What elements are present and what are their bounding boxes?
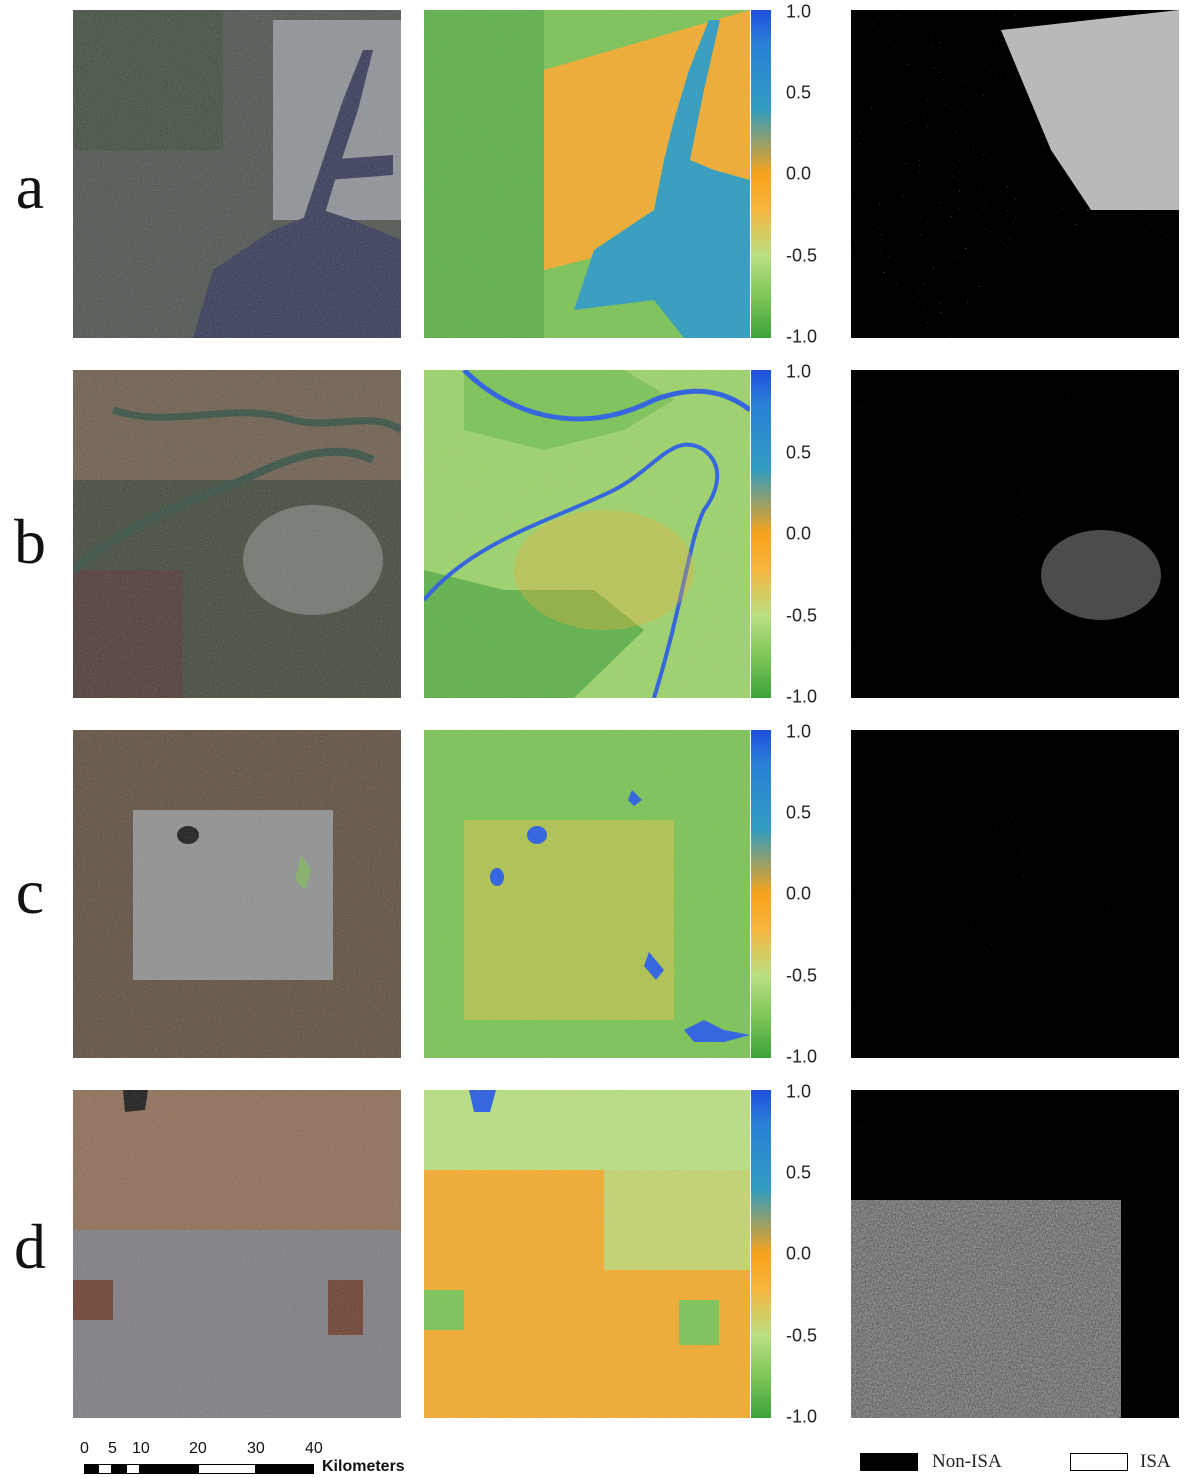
scale-bar-segment	[198, 1464, 256, 1474]
row-label-d: d	[14, 1211, 46, 1282]
legend-label-non-isa: Non-ISA	[932, 1451, 1002, 1472]
scale-tick: 5	[108, 1440, 117, 1457]
scale-bar-segment	[112, 1464, 126, 1474]
colorbar-tick: -0.5	[786, 965, 818, 986]
scale-tick: 0	[80, 1440, 89, 1457]
colorbar-tick: -0.5	[786, 1325, 818, 1346]
scale-tick: 10	[132, 1440, 150, 1457]
index-map-c	[424, 730, 750, 1058]
legend-swatch-non-isa	[860, 1453, 918, 1471]
scale-unit-label: Kilometers	[322, 1458, 405, 1475]
index-map-a	[424, 10, 750, 338]
colorbar-tick: -1.0	[786, 686, 818, 707]
scale-bar-segment	[256, 1464, 314, 1474]
colorbar-tick: -1.0	[786, 1046, 818, 1067]
colorbar-c	[751, 730, 771, 1058]
row-label-c: c	[15, 856, 45, 927]
colorbar-tick: 0.5	[786, 442, 812, 463]
colorbar-tick: 0.5	[786, 82, 812, 103]
colorbar-b	[751, 370, 771, 698]
colorbar-tick: 1.0	[786, 721, 812, 742]
colorbar-d	[751, 1090, 771, 1418]
colorbar-tick: 1.0	[786, 361, 812, 382]
isa-map-a	[851, 10, 1179, 338]
colorbar-a	[751, 10, 771, 338]
colorbar-tick: 0.0	[786, 523, 812, 544]
colorbar-tick: 0.5	[786, 1162, 812, 1183]
isa-map-c	[851, 730, 1179, 1058]
colorbar-tick: 1.0	[786, 1, 812, 22]
scale-bar-segment	[140, 1464, 198, 1474]
isa-map-d	[851, 1090, 1179, 1418]
satellite-image-c	[73, 730, 401, 1058]
row-label-a: a	[15, 151, 45, 222]
scale-tick: 20	[189, 1440, 207, 1457]
satellite-image-b	[73, 370, 401, 698]
satellite-image-d	[73, 1090, 401, 1418]
scale-bar-segment	[98, 1464, 112, 1474]
colorbar-tick: -0.5	[786, 605, 818, 626]
scale-bar-segment	[126, 1464, 140, 1474]
legend-swatch-isa	[1070, 1453, 1128, 1471]
isa-map-b	[851, 370, 1179, 698]
scale-tick: 40	[305, 1440, 323, 1457]
colorbar-tick: -0.5	[786, 245, 818, 266]
scale-bar-segment	[84, 1464, 98, 1474]
index-map-d	[424, 1090, 750, 1418]
colorbar-tick: -1.0	[786, 1406, 818, 1427]
colorbar-tick: -1.0	[786, 326, 818, 347]
colorbar-tick: 1.0	[786, 1081, 812, 1102]
colorbar-tick: 0.0	[786, 163, 812, 184]
satellite-image-a	[73, 10, 401, 338]
colorbar-tick: 0.0	[786, 883, 812, 904]
colorbar-tick: 0.5	[786, 802, 812, 823]
legend-label-isa: ISA	[1140, 1451, 1171, 1472]
row-label-b: b	[14, 506, 46, 577]
scale-tick: 30	[247, 1440, 265, 1457]
index-map-b	[424, 370, 750, 698]
colorbar-tick: 0.0	[786, 1243, 812, 1264]
